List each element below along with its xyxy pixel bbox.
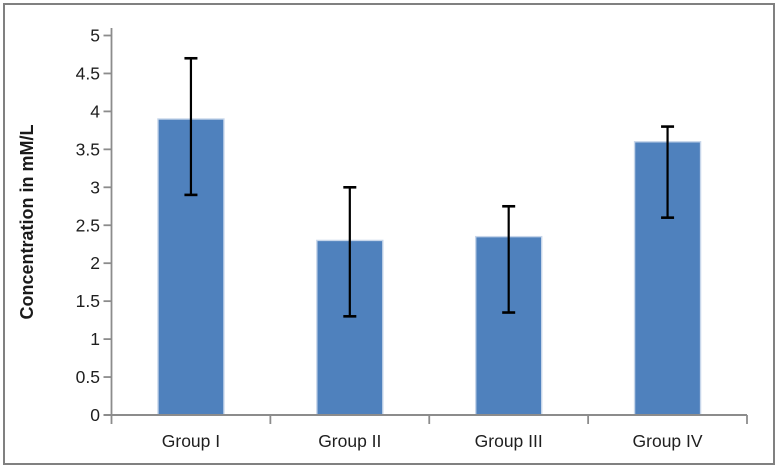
- y-tick-label: 0: [90, 405, 100, 425]
- y-tick-labels: 0 0.5 1 1.5 2 2.5 3 3.5 4 4.5 5: [76, 26, 101, 426]
- y-tick-label: 3.5: [76, 139, 100, 159]
- y-tick-label: 5: [90, 26, 100, 46]
- x-category-label-group-i: Group I: [162, 431, 220, 451]
- y-tick-label: 4: [90, 101, 100, 121]
- error-bar-group-iv: [661, 125, 675, 219]
- y-tick-label: 2: [90, 253, 100, 273]
- error-bar-group-iii: [502, 204, 516, 314]
- x-category-labels: Group I Group II Group III Group IV: [162, 431, 703, 451]
- error-bar-group-i: [184, 56, 198, 197]
- y-tick-label: 1.5: [76, 291, 100, 311]
- x-category-label-group-iii: Group III: [475, 431, 543, 451]
- axes-layer: [103, 28, 748, 424]
- y-tick-label: 1: [90, 329, 100, 349]
- y-tick-label: 2.5: [76, 215, 100, 235]
- x-category-label-group-iv: Group IV: [633, 431, 703, 451]
- error-bars-layer: [184, 56, 675, 318]
- y-tick-label: 0.5: [76, 367, 100, 387]
- y-tick-label: 3: [90, 177, 100, 197]
- y-axis-title: Concentration in mM/L: [17, 125, 37, 320]
- x-category-label-group-ii: Group II: [318, 431, 381, 451]
- error-bar-group-ii: [343, 186, 357, 318]
- y-tick-label: 4.5: [76, 63, 100, 83]
- bars-layer: [157, 118, 702, 416]
